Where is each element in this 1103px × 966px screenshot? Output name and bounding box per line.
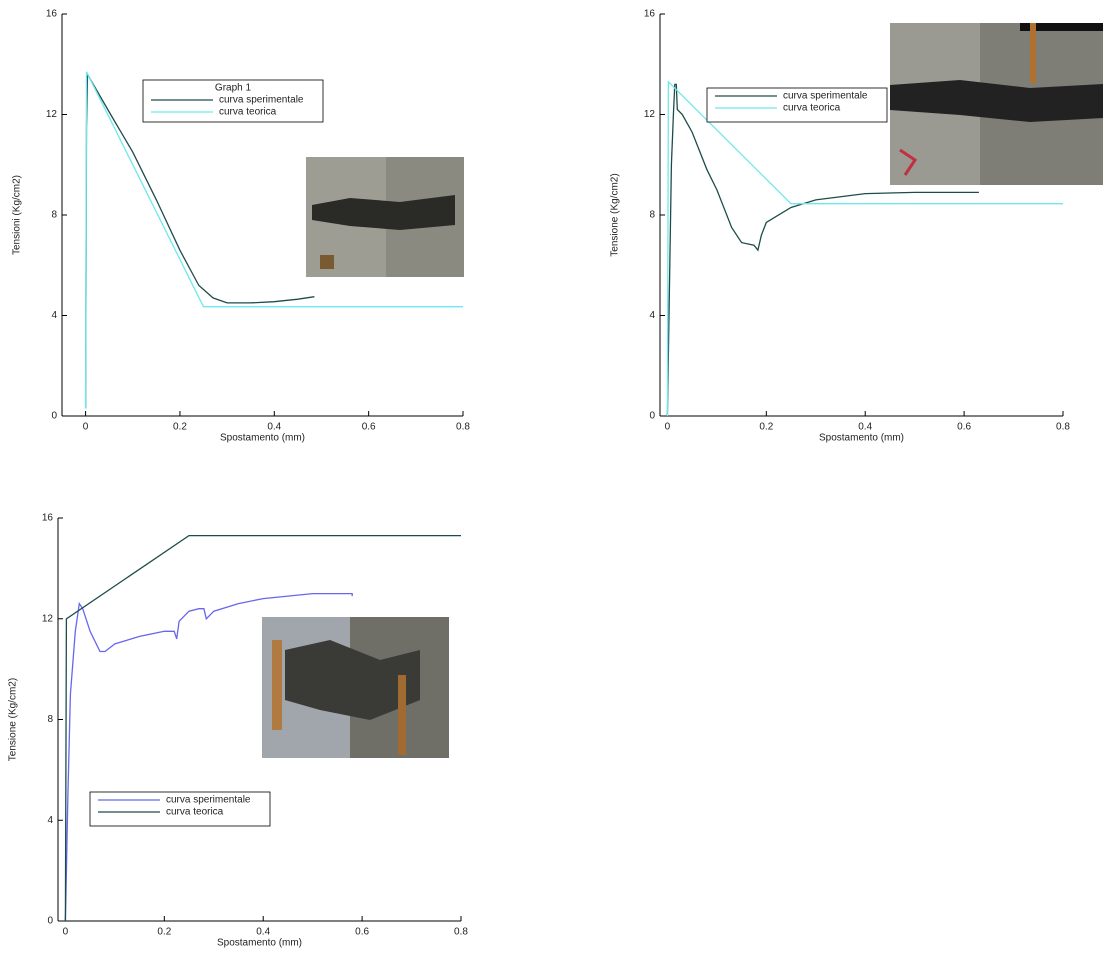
y-tick-label: 16 [46,9,58,20]
y-axis-label: Tensione (Kg/cm2) [610,173,621,256]
data-line [64,534,461,922]
y-tick-label: 0 [649,411,655,422]
y-tick-label: 0 [47,916,53,927]
y-tick-label: 8 [47,714,53,725]
x-tick-label: 0.6 [957,422,971,433]
data-line [64,592,353,922]
y-tick-label: 4 [649,310,655,321]
x-tick-label: 0.6 [355,927,369,938]
legend-label: curva sperimentale [219,95,304,106]
x-tick-label: 0.2 [157,927,171,938]
x-tick-label: 0.4 [256,927,270,938]
y-tick-label: 4 [51,310,57,321]
x-tick-label: 0 [665,422,671,433]
data-line [84,71,463,409]
x-tick-label: 0.8 [454,927,468,938]
x-axis-label: Spostamento (mm) [217,938,302,949]
photo [890,23,1103,185]
photo [306,157,464,277]
x-tick-label: 0.4 [267,422,281,433]
x-tick-label: 0 [63,927,69,938]
x-axis-label: Spostamento (mm) [220,433,305,444]
legend-label: curva teorica [783,103,841,114]
y-tick-label: 16 [644,9,656,20]
x-tick-label: 0.8 [456,422,470,433]
y-tick-label: 12 [42,613,54,624]
x-tick-label: 0 [83,422,89,433]
x-tick-label: 0.8 [1056,422,1070,433]
x-tick-label: 0.4 [858,422,872,433]
legend-label: curva teorica [166,807,224,818]
y-tick-label: 4 [47,815,53,826]
legend-box [706,87,888,123]
x-tick-label: 0.2 [173,422,187,433]
y-tick-label: 0 [51,411,57,422]
photo [262,617,449,758]
legend-label: curva teorica [219,107,277,118]
y-tick-label: 12 [644,109,656,120]
data-line [666,83,979,417]
y-axis-label: Tensioni (Kg/cm2) [12,175,23,255]
legend-box [89,791,271,827]
legend-box [142,79,324,123]
data-line [666,80,1063,417]
y-tick-label: 8 [649,210,655,221]
y-tick-label: 8 [51,210,57,221]
legend-title: Graph 1 [215,83,252,94]
legend-label: curva sperimentale [166,795,251,806]
x-tick-label: 0.6 [362,422,376,433]
legend-label: curva sperimentale [783,91,868,102]
y-tick-label: 12 [46,109,58,120]
y-tick-label: 16 [42,513,54,524]
x-tick-label: 0.2 [759,422,773,433]
y-axis-label: Tensione (Kg/cm2) [8,678,19,761]
x-axis-label: Spostamento (mm) [819,433,904,444]
data-line [84,71,315,409]
